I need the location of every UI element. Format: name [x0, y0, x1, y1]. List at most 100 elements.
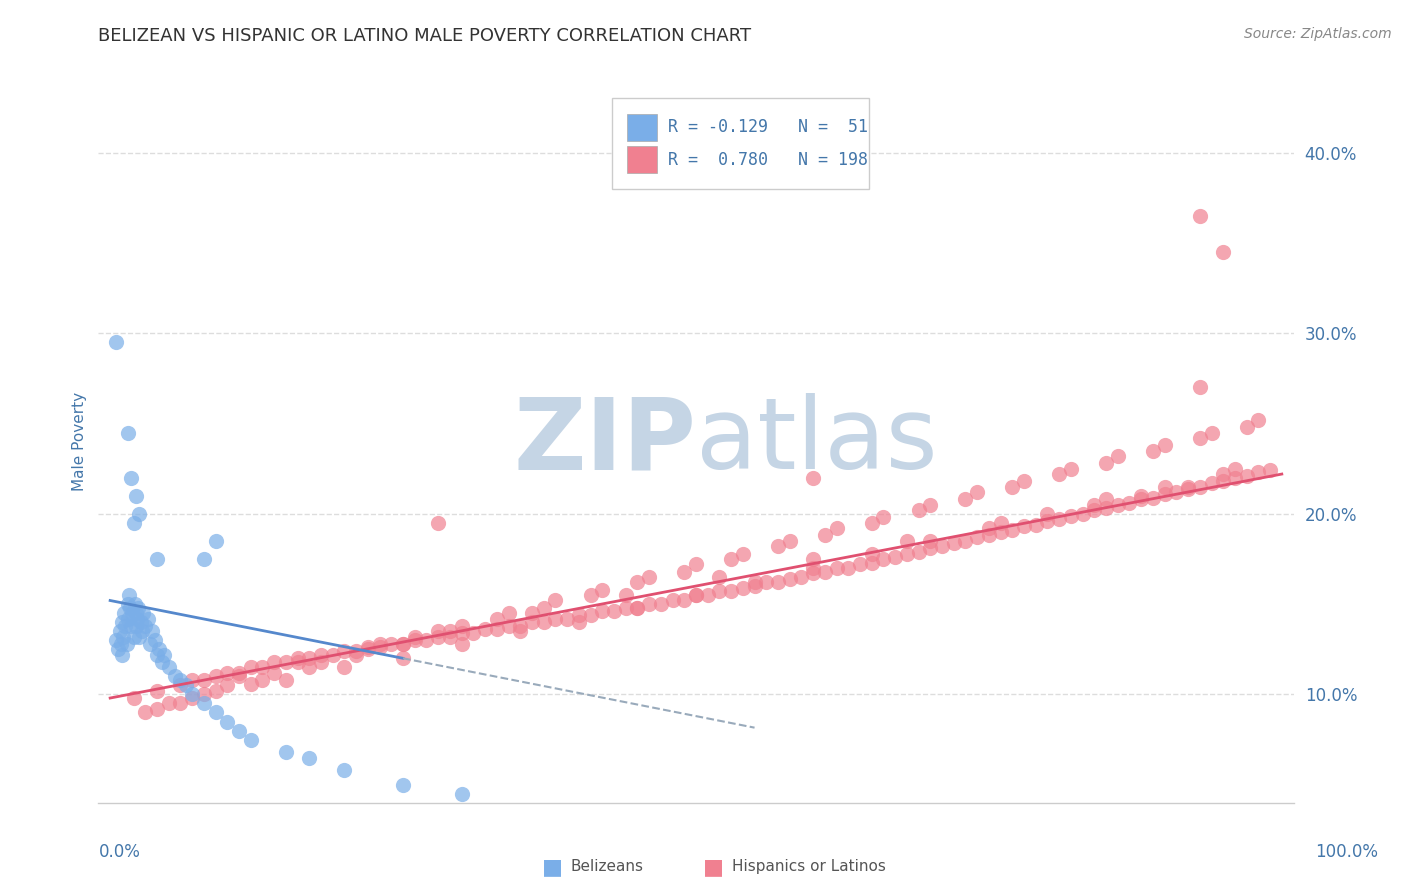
Point [966, 530, 988, 544]
Point [450, 626, 472, 640]
Text: atlas: atlas [696, 393, 938, 490]
Text: R = -0.129   N =  51: R = -0.129 N = 51 [668, 119, 869, 136]
Point [709, 584, 731, 599]
Point [344, 644, 367, 658]
Point [896, 533, 918, 548]
Point [498, 619, 520, 633]
Text: Hispanics or Latinos: Hispanics or Latinos [733, 859, 886, 874]
Point [544, 593, 567, 607]
Point [860, 516, 883, 530]
Point [392, 651, 415, 665]
Point [990, 524, 1012, 539]
Point [427, 624, 450, 639]
Point [731, 547, 754, 561]
Point [181, 673, 204, 687]
Point [157, 660, 180, 674]
Point [555, 611, 578, 625]
Point [217, 714, 239, 729]
Point [131, 624, 153, 639]
Point [801, 552, 824, 566]
Point [169, 673, 191, 687]
Point [127, 600, 149, 615]
Point [1047, 467, 1070, 481]
Point [1153, 480, 1175, 494]
Point [108, 624, 131, 639]
Text: ■: ■ [703, 857, 724, 877]
Point [136, 611, 159, 625]
Point [520, 606, 543, 620]
Point [439, 624, 461, 639]
Point [1130, 489, 1153, 503]
Point [124, 597, 146, 611]
Point [860, 547, 883, 561]
Point [1247, 465, 1270, 479]
Point [392, 637, 415, 651]
Point [148, 642, 170, 657]
Y-axis label: Male Poverty: Male Poverty [72, 392, 87, 491]
Point [520, 615, 543, 630]
Point [872, 510, 894, 524]
Point [720, 584, 742, 599]
Point [731, 581, 754, 595]
Point [1188, 480, 1211, 494]
Point [1130, 492, 1153, 507]
Point [626, 600, 648, 615]
Point [274, 673, 297, 687]
Point [134, 619, 156, 633]
Point [298, 651, 321, 665]
Point [127, 611, 149, 625]
Point [544, 611, 567, 625]
Point [1095, 501, 1118, 516]
Point [125, 489, 148, 503]
Point [153, 648, 176, 662]
Point [1201, 425, 1223, 440]
Point [204, 669, 226, 683]
Point [112, 606, 135, 620]
Point [146, 702, 169, 716]
Point [107, 642, 129, 657]
Point [150, 655, 173, 669]
Point [1223, 461, 1246, 475]
Point [252, 673, 274, 687]
Point [117, 611, 139, 625]
Point [896, 547, 918, 561]
Point [1083, 498, 1105, 512]
Point [1177, 482, 1199, 496]
Point [115, 637, 138, 651]
Point [779, 533, 801, 548]
Point [333, 644, 356, 658]
Point [801, 561, 824, 575]
Text: BELIZEAN VS HISPANIC OR LATINO MALE POVERTY CORRELATION CHART: BELIZEAN VS HISPANIC OR LATINO MALE POVE… [98, 27, 752, 45]
Point [638, 570, 661, 584]
Point [169, 697, 191, 711]
Point [837, 561, 859, 575]
Point [204, 706, 226, 720]
Point [920, 498, 942, 512]
Point [404, 633, 426, 648]
Point [404, 630, 426, 644]
Text: Source: ZipAtlas.com: Source: ZipAtlas.com [1244, 27, 1392, 41]
Point [1001, 523, 1024, 537]
Point [181, 691, 204, 706]
Point [860, 556, 883, 570]
Point [1142, 491, 1164, 505]
Point [1188, 209, 1211, 223]
Point [801, 566, 824, 581]
Point [263, 655, 285, 669]
Point [920, 533, 942, 548]
Point [239, 660, 262, 674]
FancyBboxPatch shape [613, 98, 869, 189]
Point [368, 640, 391, 655]
Point [298, 750, 321, 764]
Text: 0.0%: 0.0% [98, 843, 141, 861]
Point [685, 588, 707, 602]
Point [1236, 468, 1258, 483]
Point [579, 588, 602, 602]
Point [568, 607, 591, 622]
Point [509, 619, 531, 633]
Point [380, 637, 402, 651]
Point [1153, 438, 1175, 452]
Point [427, 516, 450, 530]
Point [128, 507, 150, 521]
Point [942, 535, 965, 549]
